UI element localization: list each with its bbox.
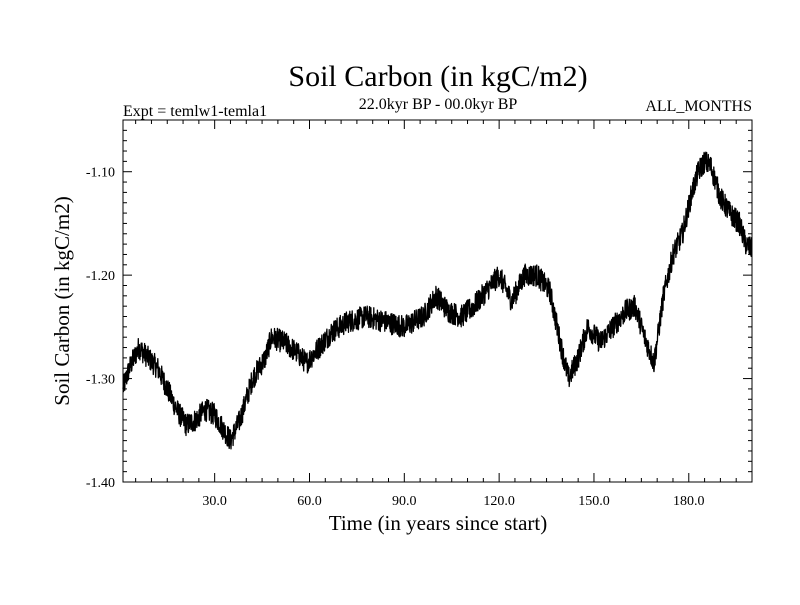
data-point xyxy=(318,347,320,348)
data-point xyxy=(204,409,206,410)
data-point xyxy=(252,378,253,379)
data-point xyxy=(634,305,636,307)
data-point xyxy=(166,388,168,390)
y-tick-label: -1.30 xyxy=(86,373,115,388)
data-point xyxy=(239,419,241,421)
data-point xyxy=(549,290,551,292)
data-point xyxy=(729,212,731,214)
x-tick-label: 60.0 xyxy=(297,494,322,509)
data-point xyxy=(264,357,266,359)
months-annotation: ALL_MONTHS xyxy=(645,98,752,115)
data-point xyxy=(195,419,197,421)
data-point xyxy=(460,316,462,317)
data-point xyxy=(751,248,753,250)
data-point xyxy=(710,166,712,167)
x-tick-label: 30.0 xyxy=(202,494,227,509)
y-tick-label: -1.20 xyxy=(86,269,115,284)
x-tick-label: 180.0 xyxy=(673,494,705,509)
y-tick-label: -1.10 xyxy=(86,166,115,181)
data-point xyxy=(612,326,614,328)
data-point xyxy=(738,223,740,224)
data-point xyxy=(138,347,140,348)
x-tick-label: 120.0 xyxy=(483,494,515,509)
y-tick-label: -1.40 xyxy=(86,476,115,491)
data-point xyxy=(157,367,159,369)
data-point xyxy=(653,362,655,364)
data-point xyxy=(296,352,298,354)
time-range-annotation: 22.0kyr BP - 00.0kyr BP xyxy=(359,96,518,113)
data-point xyxy=(663,295,664,297)
soil-carbon-line xyxy=(122,151,753,450)
data-point xyxy=(403,326,405,328)
data-point xyxy=(697,171,699,173)
data-point xyxy=(347,321,348,323)
data-point xyxy=(185,424,187,426)
x-axis-label: Time (in years since start) xyxy=(329,511,548,535)
data-point xyxy=(283,341,285,343)
data-point xyxy=(577,357,579,359)
data-point xyxy=(223,429,225,431)
data-point xyxy=(422,316,424,317)
data-point xyxy=(599,341,601,343)
axis-ticks: 30.0 60.0 90.0 120.0 150.0 180.0 -1.10 -1.20 -1.… xyxy=(86,120,753,509)
data-point xyxy=(498,274,500,276)
data-point xyxy=(561,352,563,354)
plot-frame xyxy=(122,119,753,483)
data-point xyxy=(435,295,437,297)
data-point xyxy=(331,331,333,333)
data-point xyxy=(719,197,721,198)
data-point xyxy=(384,321,386,323)
data-point xyxy=(122,388,124,390)
data-point xyxy=(682,233,683,235)
x-tick-label: 150.0 xyxy=(578,494,610,509)
data-point xyxy=(176,409,178,410)
data-point xyxy=(704,160,705,162)
experiment-annotation: Expt = temlw1-temla1 xyxy=(123,103,267,120)
data-point xyxy=(473,305,475,307)
data-point xyxy=(147,357,149,359)
data-point xyxy=(672,254,674,255)
chart-title: Soil Carbon (in kgC/m2) xyxy=(288,60,587,93)
data-point xyxy=(486,290,487,292)
data-point xyxy=(448,310,449,312)
data-point xyxy=(691,192,693,193)
data-point xyxy=(511,300,513,302)
y-axis-label: Soil Carbon (in kgC/m2) xyxy=(50,196,74,405)
x-tick-label: 90.0 xyxy=(392,494,417,509)
data-point xyxy=(524,274,525,276)
data-point xyxy=(365,316,367,317)
data-point xyxy=(587,326,589,328)
data-point xyxy=(625,310,626,312)
series-layer xyxy=(122,151,753,450)
data-point xyxy=(568,378,570,379)
data-point xyxy=(271,336,272,338)
data-point xyxy=(536,274,538,276)
data-point xyxy=(745,243,747,245)
data-point xyxy=(214,414,216,416)
data-point xyxy=(644,336,645,338)
data-point xyxy=(230,440,231,442)
data-point xyxy=(305,362,307,364)
data-point xyxy=(128,367,130,369)
